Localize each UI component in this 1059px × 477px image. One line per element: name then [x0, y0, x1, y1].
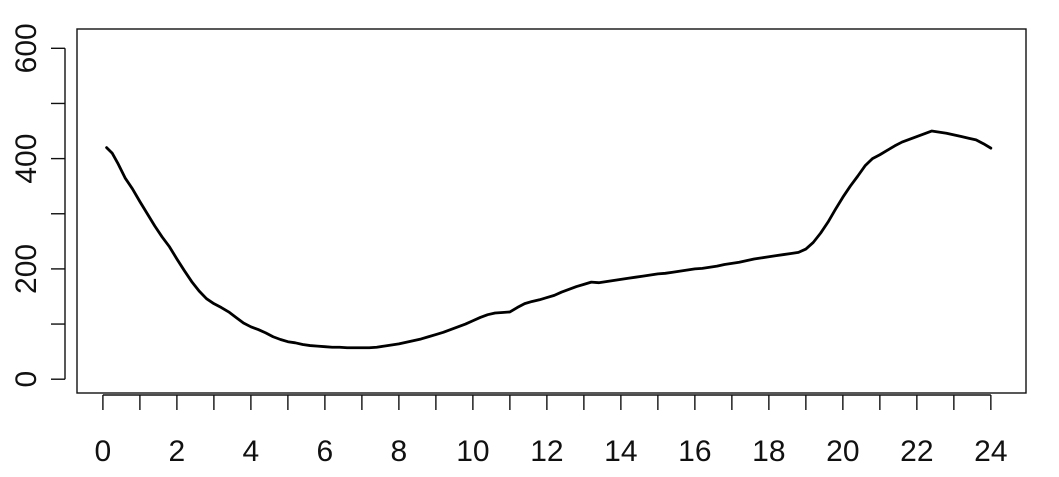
y-tick-label: 400: [10, 134, 43, 184]
x-tick-label: 0: [95, 435, 112, 468]
y-tick-label: 600: [10, 23, 43, 73]
x-tick-label: 8: [391, 435, 408, 468]
x-tick-label: 12: [530, 435, 563, 468]
x-tick-label: 20: [826, 435, 859, 468]
x-tick-label: 16: [678, 435, 711, 468]
x-tick-label: 14: [604, 435, 637, 468]
x-tick-label: 24: [974, 435, 1007, 468]
x-tick-label: 18: [752, 435, 785, 468]
x-tick-label: 4: [243, 435, 260, 468]
x-tick-label: 22: [900, 435, 933, 468]
y-tick-label: 200: [10, 244, 43, 294]
x-axis: 0 2 4 6 8 10 12 14 16 18 20 22 24: [95, 394, 1008, 468]
x-tick-label: 2: [169, 435, 186, 468]
plot-frame: [76, 28, 1027, 394]
y-tick-label: 0: [10, 371, 43, 388]
y-axis: 0 200 400 600: [10, 23, 66, 388]
x-tick-label: 6: [317, 435, 334, 468]
x-tick-label: 10: [456, 435, 489, 468]
series-layer: [105, 129, 993, 350]
series-line: [105, 129, 993, 350]
